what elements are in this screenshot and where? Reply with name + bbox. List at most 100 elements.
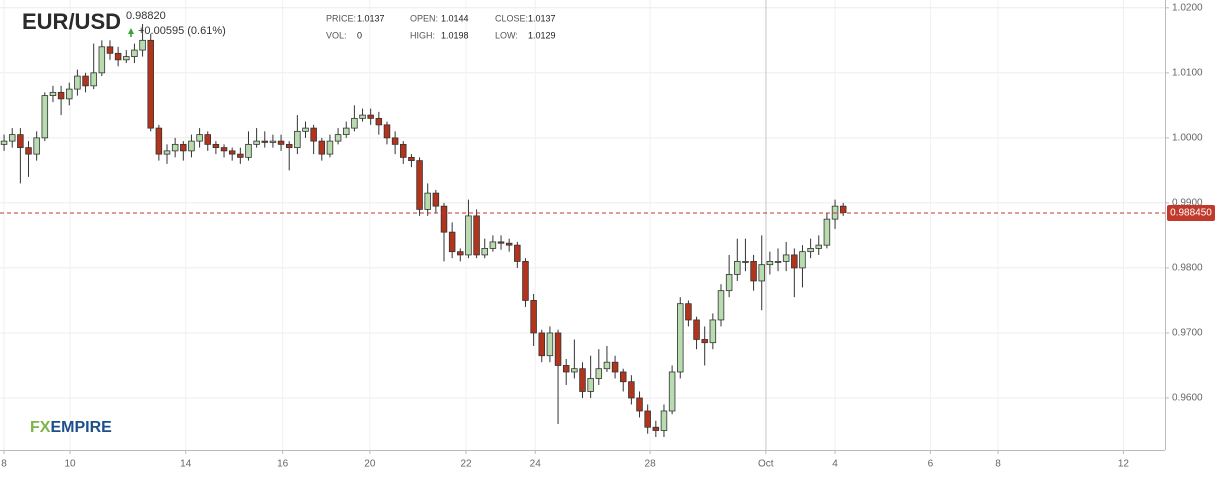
candle-body xyxy=(644,410,651,428)
x-tick-label: 16 xyxy=(277,459,289,470)
y-tick-label: 1.0100 xyxy=(1172,67,1203,78)
candle-body xyxy=(554,332,562,366)
candle-body xyxy=(416,160,423,210)
candle-body xyxy=(408,156,415,162)
candle-body xyxy=(628,381,635,399)
candle-body xyxy=(619,371,627,383)
candle-body xyxy=(253,140,260,145)
candle-body xyxy=(766,261,774,266)
candle-body xyxy=(237,153,244,158)
candle-body xyxy=(171,143,179,152)
candle-body xyxy=(595,368,603,379)
candle-body xyxy=(782,254,790,262)
info-value: 0 xyxy=(357,30,362,40)
info-value: 1.0137 xyxy=(357,13,385,23)
candle-body xyxy=(571,368,578,373)
logo-empire: EMPIRE xyxy=(50,419,112,436)
candle-body xyxy=(245,143,252,158)
candle-body xyxy=(17,134,24,149)
info-label: OPEN: xyxy=(410,13,438,23)
candle-body xyxy=(611,361,619,373)
candle-body xyxy=(562,365,570,373)
chart-title: EUR/USD xyxy=(22,9,121,34)
candle-body xyxy=(603,361,611,370)
y-tick-label: 0.9900 xyxy=(1172,198,1203,209)
candle-body xyxy=(497,241,505,244)
candle-body xyxy=(180,143,187,152)
candle-body xyxy=(41,95,49,139)
x-tick-label: 14 xyxy=(180,459,192,470)
candle-body xyxy=(98,46,106,74)
candle-body xyxy=(0,140,8,145)
info-label: HIGH: xyxy=(410,30,435,40)
info-value: 1.0137 xyxy=(528,13,556,23)
candle-body xyxy=(636,397,643,412)
candle-body xyxy=(220,147,228,152)
candle-body xyxy=(473,215,480,256)
info-value: 1.0144 xyxy=(441,13,469,23)
candle-body xyxy=(25,147,32,155)
candle-body xyxy=(375,117,383,126)
x-tick-label: 8 xyxy=(995,459,1001,470)
candle-body xyxy=(538,332,546,357)
candle-body xyxy=(261,140,269,143)
candle-body xyxy=(33,137,40,155)
x-tick-label: 4 xyxy=(832,459,838,470)
candle-body xyxy=(334,134,342,142)
candle-body xyxy=(424,192,431,210)
x-tick-label: 24 xyxy=(530,459,542,470)
candle-body xyxy=(774,261,782,263)
candle-body xyxy=(807,248,814,253)
x-tick-label: Oct xyxy=(758,459,774,470)
candle-body xyxy=(326,140,334,155)
y-tick-label: 1.0000 xyxy=(1172,133,1203,144)
candle-body xyxy=(212,143,220,149)
candle-body xyxy=(693,319,700,340)
candle-body xyxy=(465,215,472,256)
candle-body xyxy=(82,75,89,87)
candle-body xyxy=(383,124,391,139)
candle-body xyxy=(546,332,554,357)
candle-body xyxy=(74,75,81,90)
price: 0.98820 xyxy=(126,10,166,22)
up-arrow xyxy=(128,28,134,37)
candle-body xyxy=(285,143,293,149)
candle-body xyxy=(196,134,203,142)
candle-body xyxy=(131,49,138,57)
candle-body xyxy=(400,143,407,158)
candle-body xyxy=(139,39,146,51)
candle-body xyxy=(204,134,211,145)
x-tick-label: 12 xyxy=(1118,459,1130,470)
candle-body xyxy=(310,127,317,142)
candle-body xyxy=(57,91,65,100)
candles xyxy=(0,24,847,437)
y-tick-label: 0.9800 xyxy=(1172,263,1203,274)
candle-body xyxy=(294,130,301,149)
candle-body xyxy=(717,290,725,321)
candle-body xyxy=(188,140,195,152)
candle-body xyxy=(448,231,456,253)
candle-body xyxy=(530,300,537,334)
candle-body xyxy=(587,378,594,392)
candle-body xyxy=(269,140,277,143)
y-tick-label: 0.9600 xyxy=(1172,393,1203,404)
candle-body xyxy=(505,242,513,246)
candle-body xyxy=(440,205,448,233)
y-tick-label: 1.0200 xyxy=(1172,2,1203,13)
candle-body xyxy=(114,52,122,61)
logo: FXEMPIRE xyxy=(30,419,112,436)
candle-body xyxy=(579,368,586,392)
x-tick-label: 20 xyxy=(364,459,376,470)
candle-body xyxy=(367,114,374,119)
candle-body xyxy=(758,264,765,282)
y-tick-label: 0.9700 xyxy=(1172,328,1203,339)
candle-body xyxy=(342,127,350,136)
candle-body xyxy=(8,134,16,142)
candle-body xyxy=(123,56,130,61)
info-label: CLOSE: xyxy=(495,13,528,23)
x-tick-label: 6 xyxy=(928,459,934,470)
last-price-tag xyxy=(1167,204,1215,221)
last-price-label: 0.988450 xyxy=(1170,208,1212,219)
candle-body xyxy=(106,46,114,54)
x-tick-label: 10 xyxy=(65,459,77,470)
